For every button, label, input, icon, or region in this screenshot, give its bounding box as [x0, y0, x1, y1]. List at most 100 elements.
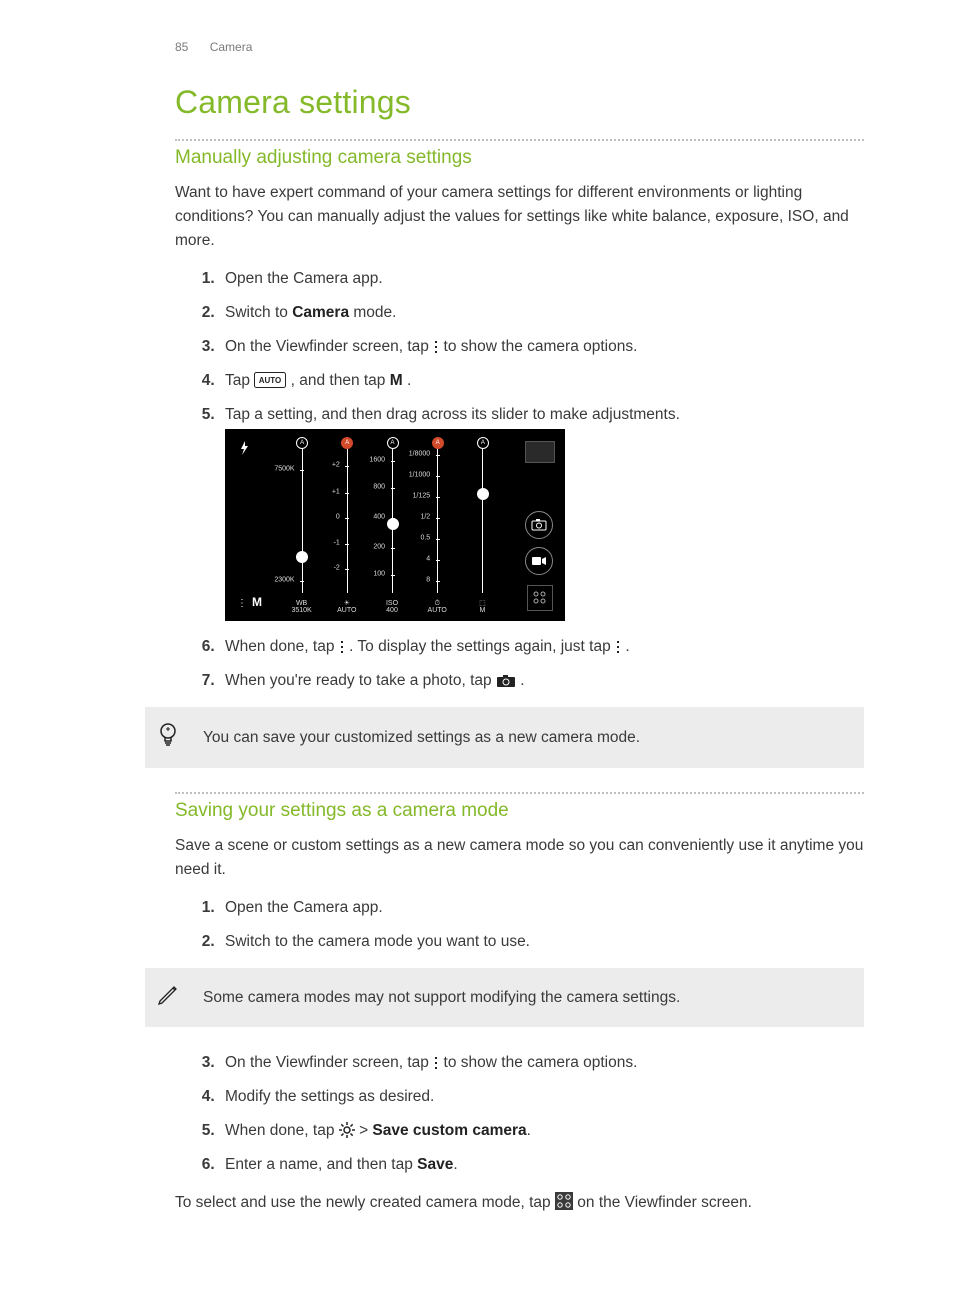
- intro-paragraph: Save a scene or custom settings as a new…: [175, 834, 864, 882]
- slider-tick: [345, 493, 349, 494]
- slider-column: A: [482, 443, 483, 593]
- step-text: Tap a setting, and then drag across its …: [225, 406, 680, 423]
- vdots-icon: [433, 340, 439, 354]
- section-heading: Saving your settings as a camera mode: [175, 800, 864, 822]
- step-item: Open the Camera app.: [219, 896, 864, 920]
- document-page: 85 Camera Camera settings Manually adjus…: [0, 0, 954, 1309]
- slider-column: A1600800400200100: [392, 443, 393, 593]
- slider-tick-label: +1: [332, 487, 340, 498]
- step-text: mode.: [349, 304, 396, 321]
- slider-bottom-label: ⬚M: [479, 600, 486, 615]
- slider-column: A1/80001/10001/1251/20.548: [437, 443, 438, 593]
- step-text: , and then tap: [291, 372, 390, 389]
- divider: [175, 792, 864, 794]
- tip-text: You can save your customized settings as…: [203, 729, 844, 747]
- step-item: Enter a name, and then tap Save.: [219, 1153, 864, 1177]
- slider-tick-label: 1/2: [420, 513, 430, 524]
- bold-text: Camera: [292, 304, 349, 321]
- step-item: Open the Camera app.: [219, 267, 864, 291]
- slider-tick-label: 2300K: [274, 576, 294, 587]
- tip-callout: You can save your customized settings as…: [145, 707, 864, 768]
- step-text: When you're ready to take a photo, tap: [225, 672, 496, 689]
- divider: [175, 139, 864, 141]
- step-text: Modify the settings as desired.: [225, 1088, 434, 1105]
- text: To select and use the newly created came…: [175, 1194, 555, 1211]
- slider-tick: [345, 569, 349, 570]
- step-text: .: [527, 1122, 531, 1139]
- step-item: Switch to Camera mode.: [219, 301, 864, 325]
- vdots-icon: [339, 640, 345, 654]
- slider-tick-label: 800: [373, 483, 385, 494]
- slider-knob: [296, 551, 308, 563]
- step-text: On the Viewfinder screen, tap: [225, 1054, 433, 1071]
- slider-tick: [391, 548, 395, 549]
- slider-tick-label: 8: [426, 576, 430, 587]
- slider-tick: [436, 497, 440, 498]
- slider-tick-label: -2: [334, 564, 340, 575]
- step-text: When done, tap: [225, 1122, 339, 1139]
- slider-column: A7500K2300K: [302, 443, 303, 593]
- slider-knob: [477, 488, 489, 500]
- step-item: When done, tap > Save custom camera.: [219, 1119, 864, 1143]
- step-text: .: [407, 372, 411, 389]
- slider-tick-label: 1600: [369, 456, 385, 467]
- flash-icon: [239, 441, 249, 461]
- pencil-icon: [155, 983, 181, 1012]
- sliders-area: A7500K2300KWB3510KA+2+10-1-2☀AUTOA160080…: [279, 429, 505, 621]
- slider-tick: [391, 461, 395, 462]
- section-heading: Manually adjusting camera settings: [175, 147, 864, 169]
- steps-list: Open the Camera app. Switch to the camer…: [175, 896, 864, 954]
- slider-tick-label: 1/8000: [409, 450, 430, 461]
- note-callout: Some camera modes may not support modify…: [145, 968, 864, 1027]
- slider-tick-label: +2: [332, 460, 340, 471]
- note-text: Some camera modes may not support modify…: [203, 989, 844, 1007]
- steps-list: On the Viewfinder screen, tap to show th…: [175, 1051, 864, 1177]
- step-text: Tap: [225, 372, 254, 389]
- steps-list: Open the Camera app. Switch to Camera mo…: [175, 267, 864, 693]
- gear-icon: [339, 1122, 355, 1138]
- bold-text: M: [390, 372, 403, 389]
- slider-tick: [436, 581, 440, 582]
- step-text: . To display the settings again, just ta…: [349, 638, 615, 655]
- slider-top-indicator: A: [296, 437, 308, 449]
- slider-tick-label: -1: [334, 538, 340, 549]
- step-text: When done, tap: [225, 638, 339, 655]
- slider-tick: [436, 518, 440, 519]
- intro-paragraph: Want to have expert command of your came…: [175, 181, 864, 253]
- step-text: Switch to the camera mode you want to us…: [225, 933, 530, 950]
- step-item: When you're ready to take a photo, tap .: [219, 669, 864, 693]
- slider-tick-label: 0.5: [420, 534, 430, 545]
- auto-badge-icon: AUTO: [254, 372, 286, 388]
- grid-modes-icon: [555, 1192, 573, 1210]
- slider-tick-label: 0: [336, 513, 340, 524]
- slider-knob: [387, 518, 399, 530]
- slider-tick-label: 4: [426, 555, 430, 566]
- slider-tick: [436, 476, 440, 477]
- slider-tick-label: 200: [373, 543, 385, 554]
- mode-grid-icon: [527, 585, 553, 611]
- slider-tick-label: 100: [373, 570, 385, 581]
- slider-bottom-label: WB3510K: [291, 600, 311, 615]
- shutter-button-icon: [525, 511, 553, 539]
- bold-text: Save: [417, 1156, 453, 1173]
- slider-tick: [345, 544, 349, 545]
- slider-tick-label: 400: [373, 513, 385, 524]
- section-name: Camera: [210, 40, 253, 54]
- slider-top-indicator: A: [432, 437, 444, 449]
- step-text: to show the camera options.: [444, 1054, 638, 1071]
- slider-tick: [345, 466, 349, 467]
- slider-bottom-label: ISO400: [386, 600, 398, 615]
- step-item: Tap a setting, and then drag across its …: [219, 403, 864, 621]
- slider-top-indicator: A: [387, 437, 399, 449]
- step-item: Modify the settings as desired.: [219, 1085, 864, 1109]
- slider-tick: [436, 455, 440, 456]
- step-text: Open the Camera app.: [225, 899, 383, 916]
- lightbulb-icon: [155, 722, 181, 753]
- step-item: On the Viewfinder screen, tap to show th…: [219, 335, 864, 359]
- step-text: to show the camera options.: [444, 338, 638, 355]
- step-item: On the Viewfinder screen, tap to show th…: [219, 1051, 864, 1075]
- running-header: 85 Camera: [175, 40, 864, 54]
- slider-tick-label: 1/125: [413, 492, 431, 503]
- preview-thumb-icon: [525, 441, 555, 463]
- step-item: Tap AUTO , and then tap M .: [219, 369, 864, 393]
